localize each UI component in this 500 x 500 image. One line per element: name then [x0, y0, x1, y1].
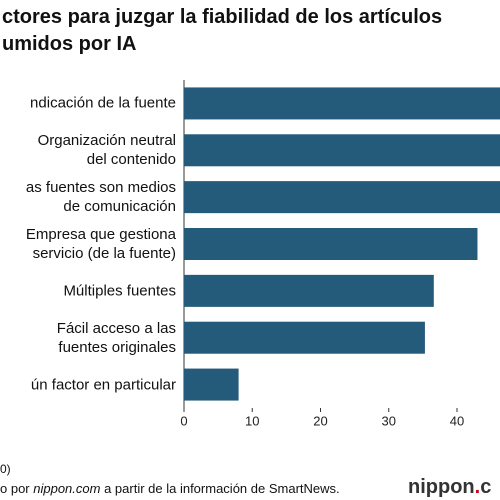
logo-dot: . [474, 476, 481, 498]
x-tick-label: 10 [245, 413, 259, 428]
x-tick-label: 20 [313, 413, 327, 428]
source-text: o por [0, 481, 34, 496]
category-label: Empresa que gestiona servicio (de la fue… [25, 226, 176, 262]
logo-text: nippon [408, 476, 475, 498]
note: 0) [0, 462, 11, 476]
x-tick-label: 0 [180, 413, 187, 428]
bar [184, 181, 500, 214]
x-tick-label: 40 [450, 413, 464, 428]
bar [184, 368, 239, 401]
category-label: Múltiples fuentes [63, 282, 176, 300]
bar [184, 274, 434, 307]
category-label: as fuentes son medios de comunicación [25, 179, 176, 216]
bar [184, 87, 500, 120]
logo: nippon.c [408, 476, 491, 499]
source: o por nippon.com a partir de la informac… [0, 481, 340, 496]
bar [184, 228, 478, 260]
category-label: Fácil acceso a las fuentes originales [56, 319, 176, 356]
bar [184, 134, 500, 167]
x-tick-label: 30 [382, 413, 396, 428]
chart-title: ctores para juzgar la fiabilidad de los … [2, 6, 443, 55]
source-site: nippon.com [33, 481, 101, 496]
source-text: a partir de la información de SmartNews. [100, 481, 340, 496]
category-label: Organización neutral del contenido [37, 132, 176, 169]
bar [184, 321, 425, 354]
logo-text: c [480, 476, 492, 498]
category-label: ndicación de la fuente [30, 94, 176, 112]
category-label: ún factor en particular [30, 376, 176, 394]
